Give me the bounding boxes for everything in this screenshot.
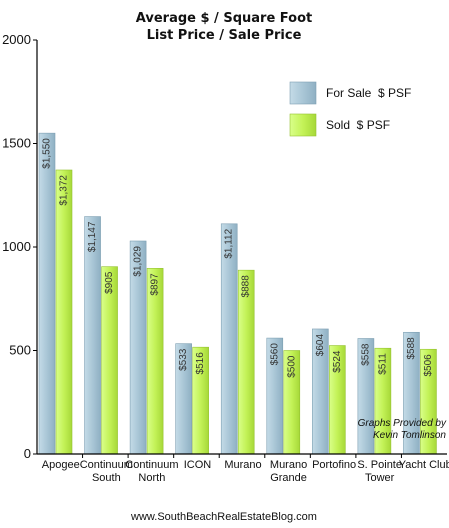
- credit-line-2: Kevin Tomlinson: [373, 430, 446, 441]
- bar-value-label-for-sale-3: $533: [178, 348, 189, 371]
- y-tick-label-2: 1000: [2, 239, 31, 254]
- chart-subtitle: List Price / Sale Price: [147, 28, 302, 43]
- category-label-7-line-0: S. Pointe: [357, 459, 402, 471]
- bar-value-label-for-sale-0: $1,550: [42, 138, 53, 169]
- bar-value-label-for-sale-1: $1,147: [87, 221, 98, 252]
- y-tick-label-0: 0: [24, 446, 31, 461]
- chart-title: Average $ / Square Foot: [136, 11, 312, 26]
- category-label-1-line-1: South: [92, 472, 121, 484]
- bar-sold-0: [55, 169, 73, 455]
- category-label-1-line-0: Continuum: [80, 459, 133, 471]
- category-label-7-line-1: Tower: [365, 472, 395, 484]
- category-label-6: Portofino: [312, 459, 356, 471]
- category-label-2-line-1: North: [138, 472, 165, 484]
- legend-label-sold: Sold $ PSF: [326, 118, 390, 132]
- credit-line-1: Graphs Provided by: [358, 418, 447, 429]
- bar-value-label-sold-2: $897: [150, 273, 161, 296]
- bar-value-label-sold-7: $511: [377, 353, 388, 375]
- category-label-0: Apogee: [42, 459, 80, 471]
- y-tick-label-4: 2000: [2, 32, 31, 47]
- category-label-2-line-0: Continuum: [125, 459, 178, 471]
- legend: For Sale $ PSF Sold $ PSF: [289, 81, 411, 137]
- y-tick-label-1: 500: [9, 343, 31, 358]
- category-label-5-line-1: Grande: [270, 472, 307, 484]
- bar-value-label-sold-6: $524: [332, 350, 343, 373]
- legend-label-for-sale: For Sale $ PSF: [326, 86, 411, 100]
- bar-for-sale-0: [38, 132, 56, 455]
- bar-value-label-for-sale-5: $560: [269, 343, 280, 366]
- bar-value-label-sold-0: $1,372: [59, 175, 70, 206]
- footer-url: www.SouthBeachRealEstateBlog.com: [130, 511, 317, 523]
- legend-swatch-sold: [289, 113, 317, 137]
- bar-value-label-for-sale-6: $604: [315, 334, 326, 357]
- bar-value-label-sold-8: $506: [423, 354, 434, 377]
- bar-value-label-sold-4: $888: [241, 275, 252, 298]
- bar-value-label-for-sale-8: $588: [406, 337, 417, 360]
- bar-value-label-sold-1: $905: [104, 271, 115, 294]
- bar-value-label-for-sale-7: $558: [360, 343, 371, 366]
- bar-value-label-for-sale-2: $1,029: [133, 246, 144, 277]
- bar-value-label-sold-3: $516: [195, 352, 206, 375]
- legend-swatch-for-sale: [289, 81, 317, 105]
- y-tick-label-3: 1500: [2, 136, 31, 151]
- category-label-3: ICON: [184, 459, 212, 471]
- category-label-4: Murano: [224, 459, 261, 471]
- category-label-8: Yacht Club: [399, 459, 449, 471]
- bar-value-label-for-sale-4: $1,112: [224, 228, 235, 258]
- category-label-5-line-0: Murano: [270, 459, 307, 471]
- bar-value-label-sold-5: $500: [286, 355, 297, 378]
